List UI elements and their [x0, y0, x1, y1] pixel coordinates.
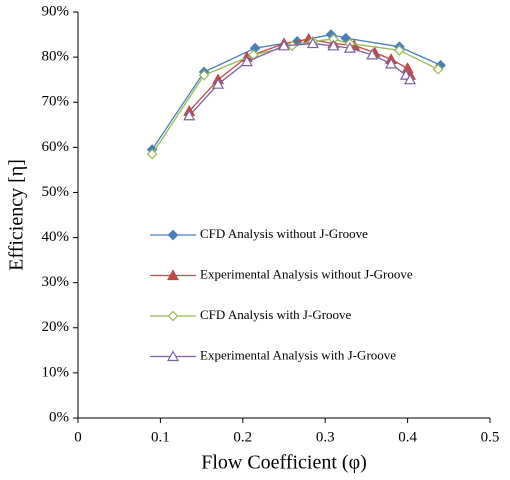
y-tick-label: 30%	[42, 274, 70, 290]
x-tick-label: 0	[74, 429, 82, 445]
data-point	[306, 37, 319, 49]
data-point	[327, 39, 340, 51]
data-point	[277, 39, 291, 51]
x-tick-label: 0.3	[316, 429, 335, 445]
data-point	[432, 63, 444, 75]
legend-text: CFD Analysis without J-Groove	[200, 226, 368, 241]
data-point	[240, 55, 253, 67]
data-point	[394, 44, 405, 56]
y-tick-label: 10%	[42, 364, 70, 380]
legend-marker	[167, 229, 179, 241]
series-line	[188, 38, 411, 112]
x-tick-label: 0.2	[233, 429, 252, 445]
x-tick-label: 0.4	[398, 429, 417, 445]
y-tick-label: 90%	[42, 3, 70, 19]
x-axis-title: Flow Coefficient (φ)	[201, 452, 367, 474]
data-point	[183, 109, 196, 121]
data-point	[212, 77, 225, 89]
y-tick-label: 40%	[42, 229, 70, 245]
data-point	[146, 148, 158, 160]
y-tick-label: 60%	[42, 139, 70, 155]
y-tick-label: 0%	[49, 409, 69, 425]
series-line	[151, 38, 439, 155]
legend-text: Experimental Analysis with J-Groove	[200, 347, 396, 362]
data-point	[385, 57, 398, 69]
data-point	[366, 48, 379, 60]
legend-text: CFD Analysis with J-Groove	[200, 307, 352, 322]
x-tick-label: 0.1	[151, 429, 170, 445]
y-tick-label: 70%	[42, 94, 70, 110]
legend-text: Experimental Analysis without J-Groove	[200, 266, 413, 281]
data-point	[343, 41, 356, 53]
y-tick-label: 50%	[42, 184, 70, 200]
legend-marker	[167, 310, 179, 322]
data-point	[198, 69, 210, 81]
x-tick-label: 0.5	[481, 429, 500, 445]
legend-marker	[166, 269, 180, 281]
data-point	[404, 73, 417, 85]
y-tick-label: 20%	[42, 319, 70, 335]
y-axis-title: Efficiency [η]	[6, 159, 28, 271]
legend-marker	[166, 350, 180, 362]
y-tick-label: 80%	[42, 49, 70, 65]
